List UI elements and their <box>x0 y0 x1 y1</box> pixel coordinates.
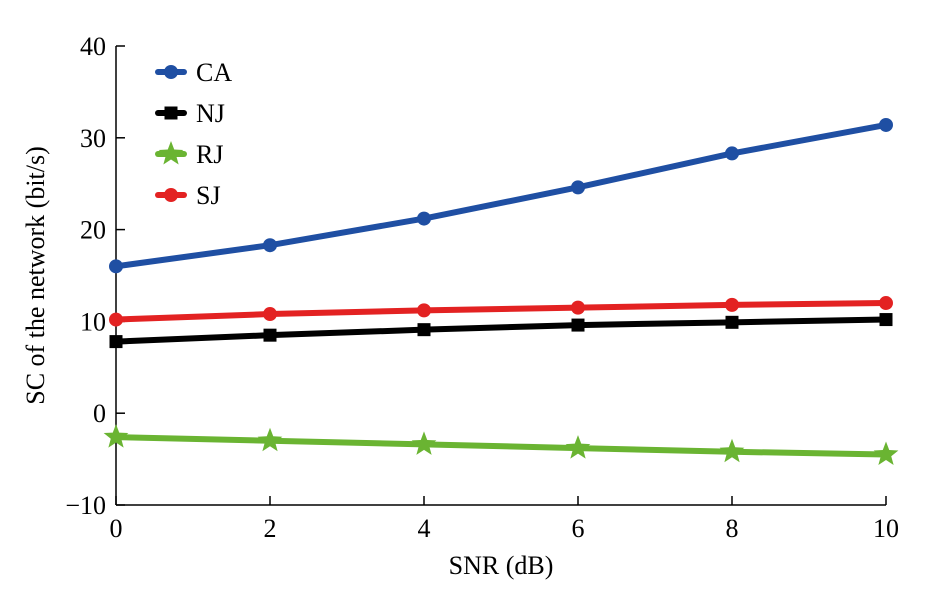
legend-marker <box>158 141 184 165</box>
data-point-sj <box>725 297 739 312</box>
data-point-ca <box>417 211 431 226</box>
x-axis-title: SNR (dB) <box>449 551 554 580</box>
legend-item-ca: CA <box>155 58 232 87</box>
series-line-ca <box>113 121 889 270</box>
data-point-sj <box>417 303 431 318</box>
data-point-nj <box>571 318 585 332</box>
data-point-rj <box>103 424 129 448</box>
legend-marker <box>164 188 178 202</box>
series-line-sj <box>113 300 889 323</box>
x-tick-label: 2 <box>264 514 277 543</box>
data-point-nj <box>879 313 893 327</box>
data-point-ca <box>725 146 739 161</box>
series-ca <box>109 117 893 274</box>
legend-label: RJ <box>196 140 223 169</box>
y-tick-label: −10 <box>65 491 106 520</box>
data-point-ca <box>879 117 893 132</box>
legend-marker <box>164 65 178 79</box>
legend-marker <box>164 106 178 120</box>
legend-label: CA <box>196 58 232 87</box>
x-tick-label: 4 <box>418 514 431 543</box>
legend-item-sj: SJ <box>155 181 221 210</box>
legend-label: NJ <box>196 99 225 128</box>
data-point-rj <box>719 438 745 463</box>
legend-label: SJ <box>196 181 221 210</box>
y-tick-label: 10 <box>80 307 106 336</box>
data-point-nj <box>263 328 277 342</box>
legend-item-nj: NJ <box>155 99 225 128</box>
series-line-rj <box>113 434 889 458</box>
x-tick-label: 0 <box>110 514 123 543</box>
legend: CA NJ RJ SJ <box>155 58 232 210</box>
data-point-rj <box>257 427 283 452</box>
data-point-sj <box>571 300 585 315</box>
y-tick-label: 30 <box>80 124 106 153</box>
series-sj <box>109 296 893 327</box>
data-point-ca <box>571 180 585 195</box>
legend-item-rj: RJ <box>155 140 223 169</box>
data-point-sj <box>879 296 893 311</box>
y-tick-label: 40 <box>80 32 106 61</box>
y-tick-label: 20 <box>80 216 106 245</box>
series-line-nj <box>113 316 889 345</box>
data-point-ca <box>109 259 123 274</box>
series-rj <box>103 424 899 466</box>
series-nj <box>109 313 893 349</box>
x-tick-label: 8 <box>726 514 739 543</box>
plot-series <box>103 117 899 466</box>
data-point-sj <box>263 307 277 322</box>
data-point-nj <box>725 315 739 329</box>
data-point-nj <box>417 323 431 337</box>
y-axis-title: SC of the network (bit/s) <box>21 146 50 405</box>
data-point-nj <box>109 335 123 349</box>
x-tick-label: 6 <box>572 514 585 543</box>
data-point-rj <box>565 435 591 459</box>
y-tick-label: 0 <box>93 399 106 428</box>
data-point-rj <box>411 431 437 455</box>
data-point-rj <box>873 441 899 466</box>
data-point-ca <box>263 238 277 253</box>
data-point-sj <box>109 312 123 327</box>
x-tick-label: 10 <box>873 514 899 543</box>
